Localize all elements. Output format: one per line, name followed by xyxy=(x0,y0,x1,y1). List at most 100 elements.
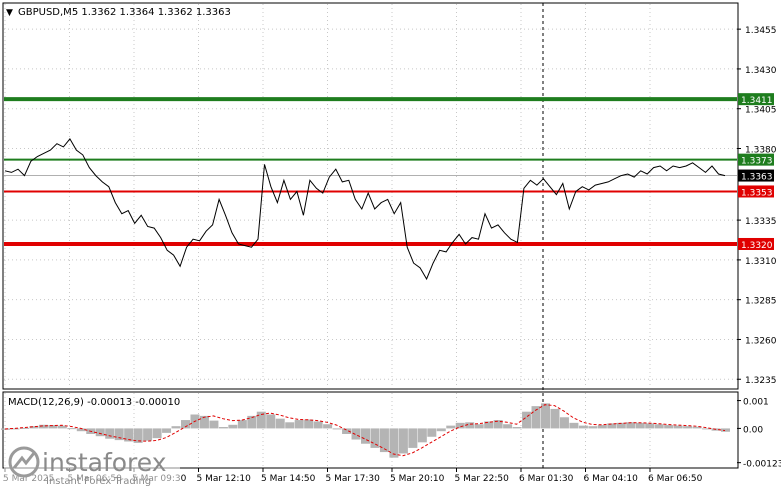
instaforex-logo-icon xyxy=(8,446,40,478)
macd-bar xyxy=(379,428,389,453)
level-lines xyxy=(4,97,737,246)
macd-bar xyxy=(683,426,693,429)
level-tag-label: 1.3353 xyxy=(741,188,773,198)
macd-bar xyxy=(294,420,304,429)
macd-bar xyxy=(635,422,645,429)
macd-bar xyxy=(275,418,285,429)
collapse-arrow-icon[interactable]: ▼ xyxy=(6,8,13,18)
macd-bar xyxy=(721,428,730,432)
macd-bar xyxy=(351,428,361,440)
macd-signal-line xyxy=(4,404,726,457)
symbol-header: GBPUSD,M5 1.3362 1.3364 1.3362 1.3363 xyxy=(18,7,231,18)
y-tick-label: 1.3455 xyxy=(745,26,777,36)
y-tick-label: 1.3310 xyxy=(745,257,777,267)
macd-histogram xyxy=(1,403,730,458)
level-tag-support_low xyxy=(738,237,774,250)
macd-bar xyxy=(484,421,494,429)
macd-bar xyxy=(541,403,550,429)
macd-tick-label: -0.00123 xyxy=(743,460,781,470)
macd-tick-label: 0.00 xyxy=(743,425,763,435)
macd-bar xyxy=(417,428,427,443)
watermark-brand: instaforex xyxy=(42,448,167,477)
y-tick-label: 1.3430 xyxy=(745,66,777,76)
x-tick-label: 6 Mar 06:50 xyxy=(648,474,703,484)
macd-bar xyxy=(531,406,541,429)
macd-bar xyxy=(455,422,465,429)
y-tick-label: 1.3335 xyxy=(745,217,777,227)
macd-bar xyxy=(493,420,503,429)
macd-bar xyxy=(446,425,456,429)
macd-label: MACD(12,26,9) -0.00013 -0.00010 xyxy=(8,397,180,408)
macd-bar xyxy=(285,422,295,429)
macd-bar xyxy=(76,428,86,432)
instaforex-watermark: instaforex Instant Forex Trading xyxy=(4,443,180,487)
macd-bar xyxy=(550,408,560,429)
macd-bar xyxy=(105,428,115,439)
level-price-tags: 1.3411 1.3373 1.3353 1.3320 1.3363 xyxy=(738,93,774,251)
y-tick-label: 1.3285 xyxy=(745,297,777,307)
macd-bar xyxy=(370,428,380,448)
macd-bar xyxy=(67,428,77,430)
macd-bar xyxy=(654,424,664,429)
macd-bar xyxy=(152,428,162,439)
x-tick-label: 6 Mar 01:30 xyxy=(519,474,574,484)
macd-bar xyxy=(512,427,522,429)
price-line xyxy=(4,138,726,281)
watermark-tagline: Instant Forex Trading xyxy=(46,476,151,487)
macd-bar xyxy=(266,414,276,429)
x-tick-label: 5 Mar 22:50 xyxy=(455,474,510,484)
macd-bar xyxy=(247,415,257,429)
macd-bar xyxy=(389,428,399,458)
price-panel-frame xyxy=(2,2,739,390)
macd-bar xyxy=(237,420,247,429)
macd-axis: 0.001 0.00 -0.00123 xyxy=(737,398,781,470)
macd-bar xyxy=(48,425,58,429)
macd-bar xyxy=(342,428,352,434)
macd-bar xyxy=(361,428,370,444)
macd-bar xyxy=(692,426,702,429)
y-tick-label: 1.3380 xyxy=(745,145,777,155)
macd-bar xyxy=(199,415,209,429)
macd-bar xyxy=(702,428,712,430)
price-series xyxy=(4,138,726,281)
macd-bar xyxy=(323,424,333,429)
macd-bar xyxy=(143,428,153,441)
level-tag-label: 1.3411 xyxy=(741,96,773,106)
y-tick-label: 1.3405 xyxy=(745,106,777,116)
macd-bar xyxy=(578,425,588,429)
x-tick-label: 5 Mar 12:10 xyxy=(197,474,252,484)
level-tag-resistance xyxy=(738,153,774,166)
x-tick-label: 5 Mar 17:30 xyxy=(326,474,381,484)
macd-bar xyxy=(10,428,20,430)
macd-bar xyxy=(626,422,636,429)
macd-bar xyxy=(171,426,181,429)
price-grid xyxy=(4,4,737,388)
macd-bar xyxy=(597,425,607,429)
macd-tick-label: 0.001 xyxy=(743,398,769,408)
macd-bar xyxy=(427,428,437,437)
macd-bar xyxy=(218,427,228,429)
macd-bar xyxy=(57,425,67,429)
x-tick-label: 5 Mar 14:50 xyxy=(261,474,316,484)
macd-bar xyxy=(522,411,532,429)
level-tag-support xyxy=(738,185,774,198)
macd-bar xyxy=(398,428,408,454)
current-price-label: 1.3363 xyxy=(741,173,773,183)
macd-bar xyxy=(133,428,143,443)
macd-bar xyxy=(436,428,446,432)
macd-bar xyxy=(673,425,683,429)
level-tag-label: 1.3320 xyxy=(741,241,773,251)
macd-bar xyxy=(332,428,342,430)
macd-bar xyxy=(645,423,655,429)
macd-bar xyxy=(256,411,266,429)
x-tick-label: 5 Mar 20:10 xyxy=(390,474,445,484)
macd-bar xyxy=(29,426,39,429)
level-tag-label: 1.3373 xyxy=(741,157,773,167)
current-price-tag xyxy=(738,169,774,182)
price-axis: 1.3455 1.3430 1.3405 1.3380 1.3335 1.3310 1.32… xyxy=(737,26,777,386)
macd-bar xyxy=(209,420,219,429)
y-tick-label: 1.3235 xyxy=(745,376,777,386)
x-tick-label: 6 Mar 04:10 xyxy=(584,474,639,484)
macd-bar xyxy=(569,422,579,429)
